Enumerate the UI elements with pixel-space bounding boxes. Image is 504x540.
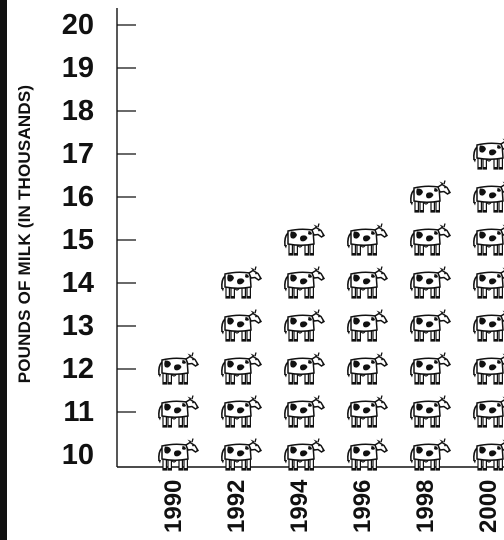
cow-icon — [409, 308, 451, 343]
cow-icon — [220, 351, 262, 386]
x-tick-label: 2000 — [475, 480, 502, 533]
cow-icon-partial — [472, 120, 504, 127]
cow-icon-partial — [283, 196, 325, 213]
cow-icon — [409, 179, 451, 213]
y-tick-label: 18 — [62, 95, 94, 127]
cow-icon — [346, 308, 388, 343]
cow-icon — [220, 437, 262, 472]
cow-icon — [220, 394, 262, 429]
cow-icon — [283, 222, 325, 256]
cow-icon — [472, 265, 504, 300]
cow-icon — [409, 394, 451, 429]
cow-icon — [472, 308, 504, 343]
x-tick-layer: 1990 1992 1994 1996 1998 2000 — [160, 479, 502, 533]
x-tick-label: 1996 — [349, 480, 376, 533]
y-tick-label: 12 — [62, 353, 94, 385]
cow-icon — [283, 351, 325, 386]
cow-icon — [472, 394, 504, 429]
cow-icon — [409, 222, 451, 256]
y-tick-label: 10 — [62, 439, 94, 471]
left-border-rule — [0, 0, 7, 540]
y-tick-layer: 10 11 12 13 14 15 16 17 18 19 20 — [62, 9, 136, 471]
cow-icon — [346, 437, 388, 472]
cow-icon — [283, 308, 325, 343]
cow-icon-partial — [220, 239, 262, 256]
y-tick-label: 13 — [62, 310, 94, 342]
cow-icon — [346, 265, 388, 300]
cow-icon — [409, 437, 451, 472]
x-tick-label: 1990 — [160, 480, 187, 533]
cow-icon — [346, 222, 388, 256]
cow-icon — [220, 265, 262, 300]
cow-icon-partial — [157, 325, 199, 343]
cow-icon — [220, 308, 262, 343]
cow-icon — [157, 394, 199, 429]
cow-icon — [409, 265, 451, 300]
cow-icon-partial — [346, 196, 388, 213]
y-tick-label: 14 — [62, 267, 94, 299]
cow-marks-layer — [157, 120, 504, 472]
y-tick-label: 16 — [62, 181, 94, 213]
cow-icon — [283, 437, 325, 472]
x-tick-label: 1994 — [286, 479, 313, 533]
cow-icon — [157, 351, 199, 386]
cow-icon — [346, 351, 388, 386]
cow-icon — [409, 351, 451, 386]
x-tick-label: 1992 — [223, 480, 250, 533]
cow-icon — [157, 437, 199, 472]
cow-icon — [472, 437, 504, 472]
y-tick-label: 15 — [62, 224, 94, 256]
cow-icon — [346, 394, 388, 429]
cow-icon — [283, 394, 325, 429]
y-tick-label: 19 — [62, 52, 94, 84]
cow-icon — [472, 351, 504, 386]
y-tick-label: 20 — [62, 9, 94, 41]
cow-icon — [472, 136, 504, 170]
y-tick-label: 17 — [62, 138, 94, 170]
cow-icon — [472, 222, 504, 256]
x-tick-label: 1998 — [412, 480, 439, 533]
y-tick-label: 11 — [63, 396, 94, 428]
cow-icon — [283, 265, 325, 300]
cow-icon — [472, 179, 504, 213]
cow-icon-partial — [409, 163, 451, 170]
